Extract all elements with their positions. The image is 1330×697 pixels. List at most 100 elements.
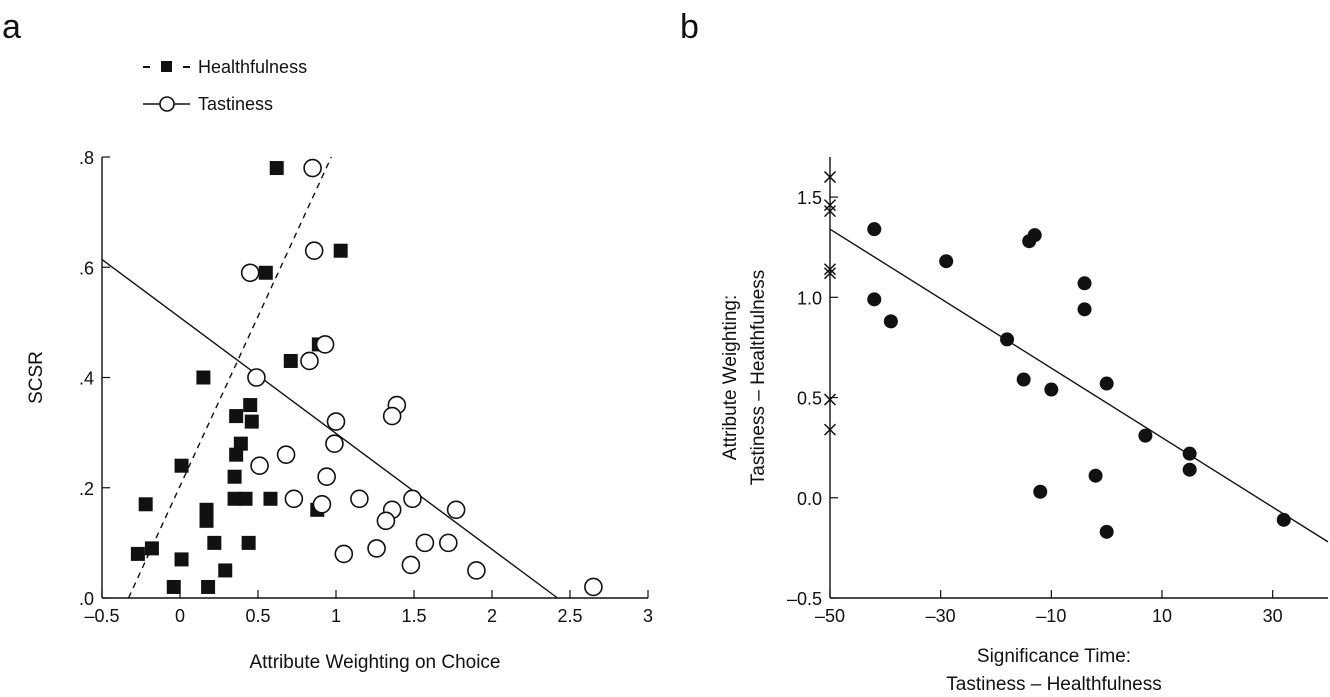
point-healthfulness [138,497,153,512]
x-marker-b [823,171,837,184]
x-tick-label-b: 30 [1263,606,1283,626]
point-tastiness [367,539,386,558]
y-axis-label-b-line1: Attribute Weighting: [720,295,741,460]
y-tick-label-b: 1.5 [797,188,822,208]
point-b [1044,382,1059,397]
point-tastiness [247,368,266,387]
point-tastiness [350,489,369,509]
x-marker-b [823,199,837,212]
point-tastiness [250,456,269,476]
x-tick-label-b: –50 [815,606,845,626]
x-tick-label-b: –10 [1036,606,1066,626]
legend-healthfulness-label: Healthfulness [198,57,307,77]
legend-tastiness-label: Tastiness [198,94,273,114]
plot-a: –0.5 0 0.5 1 1.5 2 2.5 3 .0 .2 .4 .6 .8 Attribute Wei… [26,148,653,673]
x-tick-label-a: 2 [487,606,497,626]
point-b [1077,302,1092,317]
point-tastiness [326,412,346,431]
point-healthfulness [174,458,189,473]
x-axis-label-b-line1: Significance Time: [977,646,1131,667]
fit-line-healthfulness [127,156,332,599]
fit-line-tastiness [101,258,558,599]
y-tick-label-a: .8 [79,148,94,168]
x-tick-label-b: –30 [926,606,956,626]
point-healthfulness [241,535,256,550]
panel-letter-a: a [2,8,21,46]
point-tastiness [304,241,324,261]
point-tastiness [312,494,332,514]
point-healthfulness [207,535,222,550]
point-healthfulness [233,436,248,451]
point-tastiness [334,544,354,564]
point-tastiness [240,263,260,283]
x-tick-label-a: 1.5 [401,606,426,626]
point-healthfulness [229,409,244,424]
point-tastiness [317,467,336,487]
point-healthfulness [174,552,189,567]
x-tick-label-a: 2.5 [557,606,582,626]
x-marker-b [823,267,837,280]
x-marker-b [823,205,837,218]
x-axis-label-b-line2: Tastiness – Healthfulness [946,674,1161,695]
point-b [1182,462,1197,477]
x-marker-b [823,393,837,406]
point-healthfulness [199,513,214,528]
y-tick-label-b: 0.5 [797,389,822,409]
point-tastiness [439,533,458,553]
x-tick-label-a: 3 [643,606,653,626]
point-b [1033,484,1048,499]
x-tick-label-a: 0 [175,606,185,626]
y-tick-label-a: .2 [79,479,94,499]
point-healthfulness [258,265,273,280]
point-tastiness [284,489,304,509]
plot-b: –50 –30 –10 10 30 –0.5 0.0 0.5 1.0 1.5 Significanc… [720,157,1329,695]
point-healthfulness [283,353,298,368]
point-tastiness [325,434,344,453]
point-b [1016,372,1031,387]
point-b [939,254,954,269]
x-axis-label-a: Attribute Weighting on Choice [249,652,500,673]
point-b [1276,512,1291,527]
legend: Healthfulness Tastiness [143,57,307,114]
x-marker-b [823,423,837,436]
legend-tastiness-swatch [143,96,190,112]
point-tastiness [376,511,396,531]
point-b [1138,428,1153,443]
point-b [1099,524,1114,539]
y-tick-label-a: .0 [79,589,94,609]
point-healthfulness [269,161,284,176]
point-healthfulness [218,563,233,578]
y-tick-label-b: –0.5 [787,589,822,609]
point-tastiness [584,577,603,597]
point-b [1099,376,1114,391]
y-tick-label-b: 0.0 [797,489,822,509]
point-healthfulness [199,502,214,517]
point-healthfulness [238,491,253,506]
point-healthfulness [244,414,259,429]
point-b [1022,234,1037,249]
y-tick-label-a: .4 [79,369,94,389]
point-tastiness [403,489,422,509]
point-tastiness [315,335,335,354]
point-tastiness [382,406,402,426]
point-healthfulness [130,546,145,561]
point-tastiness [415,533,435,553]
x-marker-b [823,263,837,276]
point-healthfulness [201,579,216,594]
panel-letter-b: b [680,8,699,46]
point-b [867,222,882,237]
x-tick-label-a: –0.5 [84,606,119,626]
point-healthfulness [227,469,242,484]
point-healthfulness [196,370,211,385]
point-healthfulness [229,447,244,462]
y-axis-label-a: SCSR [26,351,47,404]
x-tick-label-b: 10 [1152,606,1172,626]
point-b [883,314,898,329]
point-tastiness [446,500,466,520]
point-tastiness [276,445,296,464]
legend-healthfulness-swatch [143,61,190,72]
point-healthfulness [333,243,348,258]
point-b [1077,276,1092,291]
y-tick-label-a: .6 [79,258,94,278]
